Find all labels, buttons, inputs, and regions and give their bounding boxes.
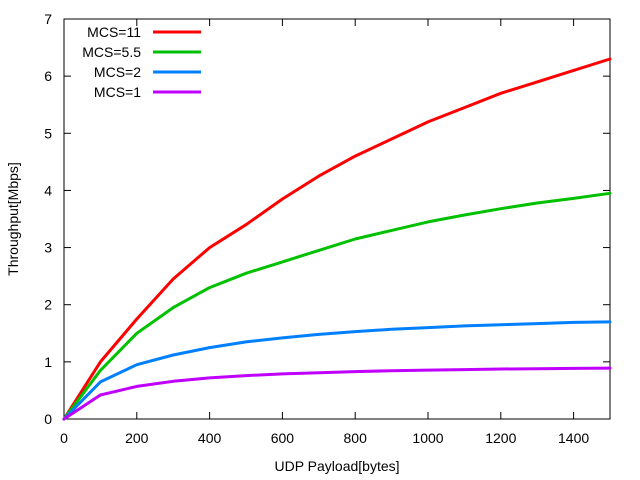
legend-label-2: MCS=2 [94,64,141,80]
x-tick-label-3: 600 [271,430,295,446]
y-tick-label-0: 0 [44,411,52,427]
x-axis-label: UDP Payload[bytes] [274,458,399,474]
x-tick-label-1: 200 [125,430,149,446]
series-lines [62,57,612,421]
x-tick-label-5: 1000 [412,430,443,446]
x-tick-label-6: 1200 [485,430,516,446]
x-tick-label-2: 400 [198,430,222,446]
legend-label-3: MCS=1 [94,84,141,100]
y-tick-label-6: 6 [44,68,52,84]
series-line-0 [62,57,612,421]
plot-frame [63,18,611,420]
y-tick-label-1: 1 [44,354,52,370]
legend-label-1: MCS=5.5 [82,44,141,60]
legend: MCS=11 MCS=5.5 MCS=2 MCS=1 [82,24,201,100]
y-tick-label-4: 4 [44,182,52,198]
axis-ticks: 0 200 400 600 800 1000 1200 1400 0 1 2 3 4 5 6 7 [44,11,610,446]
series-line-3 [62,366,612,421]
y-tick-label-7: 7 [44,11,52,27]
y-tick-label-2: 2 [44,297,52,313]
series-line-1 [62,191,612,421]
series-line-2 [62,320,612,421]
x-tick-label-4: 800 [344,430,368,446]
y-tick-label-3: 3 [44,240,52,256]
legend-label-0: MCS=11 [87,24,141,40]
x-tick-label-7: 1400 [558,430,589,446]
x-tick-label-0: 0 [60,430,68,446]
y-axis-label: Throughput[Mbps] [5,162,21,276]
plot-border [63,18,611,420]
y-tick-label-5: 5 [44,125,52,141]
